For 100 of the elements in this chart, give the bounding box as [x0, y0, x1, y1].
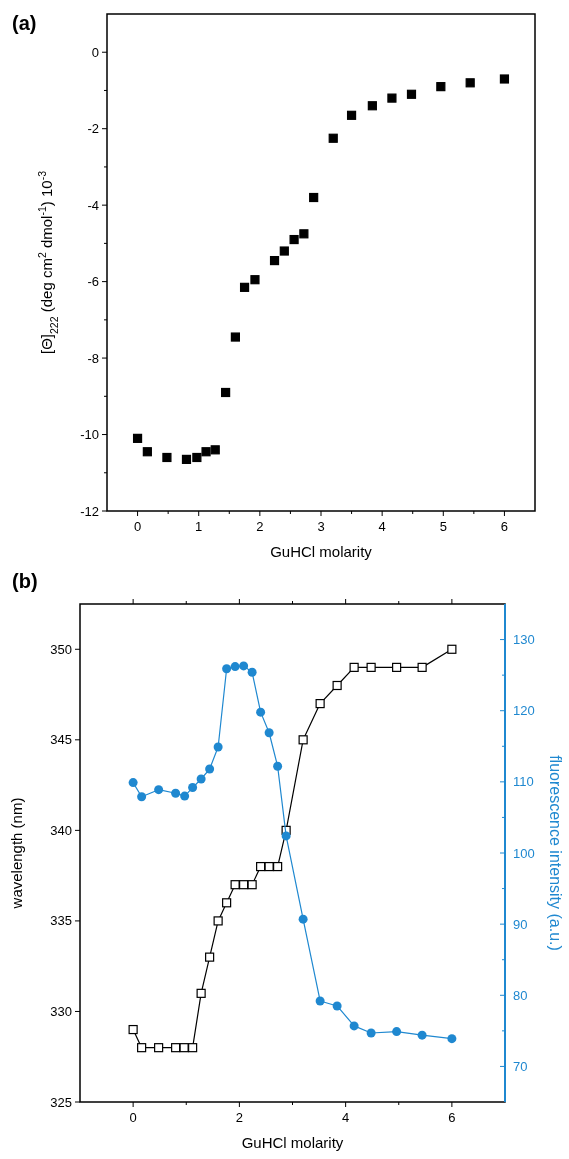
x-tick-label: 3	[317, 519, 325, 534]
point	[230, 880, 240, 890]
point	[188, 1043, 198, 1053]
point	[387, 93, 397, 103]
point	[180, 791, 190, 801]
point	[346, 110, 357, 120]
point	[205, 952, 215, 962]
point	[499, 74, 510, 84]
point	[315, 996, 325, 1006]
point	[230, 332, 240, 342]
y-tick-label: 330	[50, 1004, 72, 1019]
point	[264, 861, 274, 872]
point	[222, 898, 232, 908]
y-tick-label: 0	[91, 44, 99, 60]
y2-tick-label: 130	[513, 632, 535, 648]
point	[299, 229, 309, 239]
y-tick-label: -2	[87, 121, 99, 137]
point	[239, 282, 250, 292]
point	[366, 1028, 376, 1038]
point	[213, 916, 223, 926]
point	[349, 662, 359, 672]
point	[142, 447, 152, 457]
point	[213, 742, 223, 752]
y-tick-label: 340	[50, 822, 72, 838]
point	[417, 662, 427, 672]
y-tick-label: -6	[87, 274, 99, 290]
y-tick-label: -10	[80, 427, 99, 443]
point	[128, 778, 138, 788]
point	[465, 78, 475, 88]
point	[281, 831, 291, 841]
point	[247, 667, 257, 677]
y-tick-label: 345	[50, 732, 72, 748]
y2-axis-title: fluorescence intensity (a.u.)	[547, 755, 564, 951]
point	[269, 255, 280, 266]
point	[222, 664, 232, 674]
point	[221, 387, 231, 398]
point	[188, 783, 198, 793]
point	[298, 914, 308, 924]
point	[192, 452, 202, 463]
point	[196, 774, 206, 784]
point	[256, 707, 266, 717]
point	[137, 792, 147, 802]
point	[315, 699, 325, 709]
x-tick-label: 2	[256, 519, 264, 534]
y-tick-label: -8	[87, 350, 99, 366]
point	[239, 661, 249, 671]
point	[250, 275, 260, 285]
x-tick-label: 4	[342, 1110, 350, 1125]
y-tick-label: 350	[50, 641, 72, 657]
point	[332, 680, 342, 691]
point	[128, 1024, 138, 1035]
x-tick-label: 1	[195, 519, 203, 534]
y2-tick-label: 90	[513, 916, 528, 932]
point	[367, 101, 377, 111]
x-tick-label: 0	[129, 1110, 137, 1125]
point	[181, 454, 192, 464]
x-tick-label: 5	[439, 519, 447, 534]
point	[154, 785, 164, 795]
y2-tick-label: 100	[513, 845, 535, 861]
point	[279, 246, 289, 256]
point	[247, 880, 257, 890]
point	[289, 234, 299, 245]
point	[273, 761, 283, 771]
x-tick-label: 4	[378, 519, 386, 534]
x-axis-title: GuHCl molarity	[241, 1134, 344, 1151]
y2-tick-label: 120	[513, 703, 535, 719]
point	[196, 988, 206, 998]
point	[273, 861, 283, 872]
point	[436, 82, 446, 92]
x-tick-label: 6	[500, 519, 509, 534]
y-tick-label: 325	[50, 1094, 72, 1110]
point	[171, 788, 181, 798]
point	[417, 1030, 427, 1040]
point	[201, 447, 211, 457]
chart-title: (a)	[12, 12, 37, 34]
y-axis-title: wavelength (nm)	[8, 797, 25, 910]
point	[332, 1001, 342, 1011]
chart-title: (b)	[12, 570, 38, 592]
point	[447, 644, 457, 654]
y2-tick-label: 110	[513, 774, 534, 790]
point	[210, 445, 220, 455]
point	[162, 452, 172, 463]
x-axis-title: GuHCl molarity	[270, 543, 373, 560]
point	[205, 764, 215, 774]
point	[154, 1043, 164, 1053]
point	[349, 1021, 359, 1031]
point	[179, 1043, 189, 1053]
point	[137, 1043, 147, 1053]
y-tick-label: -4	[87, 197, 99, 213]
y-tick-label: -12	[80, 503, 99, 519]
point	[309, 192, 319, 203]
point	[406, 89, 417, 99]
point	[328, 133, 338, 143]
point	[447, 1034, 457, 1044]
point	[298, 735, 308, 745]
y2-tick-label: 80	[513, 987, 528, 1003]
y2-tick-label: 70	[513, 1058, 528, 1074]
point	[392, 1027, 402, 1037]
y-tick-label: 335	[50, 913, 72, 929]
point	[264, 728, 274, 738]
